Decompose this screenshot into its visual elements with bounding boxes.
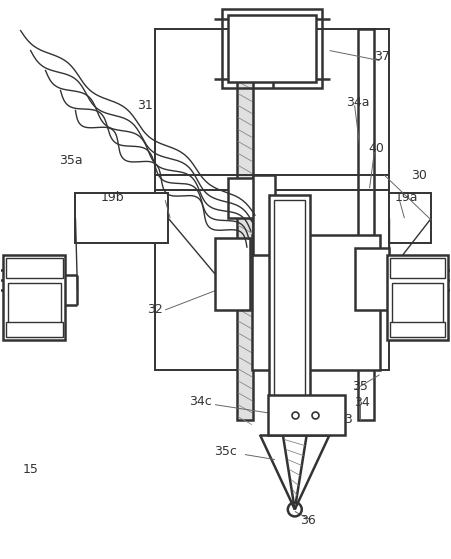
Bar (228, 178, 265, 218)
Text: 30: 30 (411, 169, 428, 182)
Text: 34c: 34c (189, 395, 212, 408)
Text: 36: 36 (300, 514, 316, 527)
Text: 34: 34 (354, 396, 369, 409)
Bar (8, 283, 60, 323)
Bar (3, 255, 65, 340)
Text: 37: 37 (375, 50, 391, 63)
Text: 19a: 19a (395, 191, 418, 203)
Text: 35c: 35c (215, 445, 237, 458)
Bar (387, 255, 448, 340)
Bar (215, 238, 250, 310)
Text: 32: 32 (147, 304, 163, 316)
Bar (268, 395, 345, 434)
Bar (274, 200, 305, 415)
Bar (252, 235, 380, 369)
Bar (391, 322, 445, 337)
Bar (228, 15, 316, 83)
Bar (354, 248, 390, 310)
Bar (392, 283, 443, 323)
Bar (253, 176, 275, 255)
Text: 35: 35 (352, 380, 368, 393)
Text: 34a: 34a (346, 96, 369, 109)
Text: 40: 40 (368, 142, 384, 155)
Bar (222, 9, 322, 88)
Bar (391, 258, 445, 278)
Text: 15: 15 (23, 463, 38, 476)
Bar (155, 29, 390, 369)
Bar (75, 193, 168, 243)
Bar (269, 195, 310, 420)
Bar (6, 258, 63, 278)
Text: 35a: 35a (59, 154, 82, 167)
Bar (6, 322, 63, 337)
Bar (390, 193, 431, 243)
Bar (237, 29, 253, 420)
Bar (358, 29, 373, 420)
Text: 31: 31 (138, 99, 153, 112)
Text: 19b: 19b (101, 191, 124, 203)
Text: 33: 33 (337, 413, 353, 426)
